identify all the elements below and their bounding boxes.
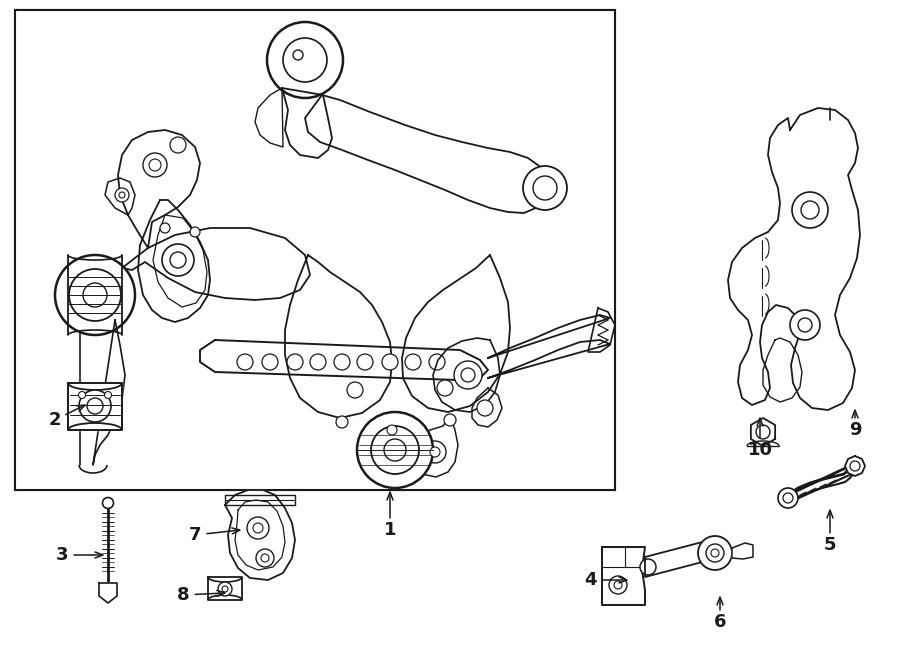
Circle shape [143, 153, 167, 177]
Circle shape [640, 559, 656, 575]
Circle shape [310, 354, 326, 370]
Polygon shape [602, 547, 645, 605]
Circle shape [262, 354, 278, 370]
Circle shape [798, 318, 812, 332]
Circle shape [706, 544, 724, 562]
Polygon shape [472, 388, 502, 427]
Circle shape [237, 354, 253, 370]
Circle shape [405, 354, 421, 370]
Circle shape [533, 176, 557, 200]
Polygon shape [728, 108, 860, 410]
Circle shape [283, 38, 327, 82]
Circle shape [444, 414, 456, 426]
Circle shape [850, 461, 860, 471]
Circle shape [437, 380, 453, 396]
Circle shape [160, 223, 170, 233]
Circle shape [357, 412, 433, 488]
Circle shape [609, 576, 627, 594]
Polygon shape [645, 540, 710, 577]
Circle shape [222, 586, 228, 592]
Circle shape [170, 137, 186, 153]
Circle shape [87, 398, 103, 414]
Circle shape [261, 554, 269, 562]
Circle shape [424, 441, 446, 463]
Text: 4: 4 [584, 571, 596, 589]
Circle shape [454, 361, 482, 389]
Circle shape [477, 400, 493, 416]
Polygon shape [138, 200, 210, 322]
Text: 7: 7 [189, 526, 202, 544]
Circle shape [387, 425, 397, 435]
Polygon shape [105, 178, 135, 215]
Polygon shape [118, 130, 200, 248]
Circle shape [429, 354, 445, 370]
Circle shape [461, 368, 475, 382]
Text: 10: 10 [748, 441, 772, 459]
Circle shape [698, 536, 732, 570]
Circle shape [256, 549, 274, 567]
Polygon shape [282, 88, 332, 158]
Circle shape [115, 188, 129, 202]
Polygon shape [99, 583, 117, 603]
Polygon shape [208, 577, 242, 600]
Polygon shape [225, 490, 295, 580]
Circle shape [267, 22, 343, 98]
Circle shape [756, 425, 770, 439]
Circle shape [614, 581, 622, 589]
Circle shape [783, 493, 793, 503]
Circle shape [334, 354, 350, 370]
Circle shape [190, 227, 200, 237]
Polygon shape [751, 418, 775, 446]
Circle shape [218, 582, 232, 596]
Polygon shape [200, 340, 488, 380]
Circle shape [287, 354, 303, 370]
Circle shape [430, 447, 440, 457]
Circle shape [293, 50, 303, 60]
Polygon shape [305, 95, 550, 213]
Bar [15, 10, 615, 490]
Text: 6: 6 [714, 613, 726, 631]
Circle shape [78, 391, 86, 399]
Circle shape [778, 488, 798, 508]
Circle shape [790, 310, 820, 340]
Circle shape [382, 354, 398, 370]
Circle shape [711, 549, 719, 557]
Circle shape [119, 192, 125, 198]
Circle shape [801, 201, 819, 219]
Circle shape [79, 390, 111, 422]
Circle shape [384, 439, 406, 461]
Circle shape [336, 416, 348, 428]
Text: 2: 2 [49, 411, 61, 429]
Text: 3: 3 [56, 546, 68, 564]
Circle shape [253, 523, 263, 533]
Polygon shape [845, 456, 865, 476]
Circle shape [523, 166, 567, 210]
Text: 9: 9 [849, 421, 861, 439]
Circle shape [347, 382, 363, 398]
Circle shape [83, 283, 107, 307]
Circle shape [104, 391, 112, 399]
Polygon shape [68, 383, 122, 430]
Bar [15, 10, 615, 490]
Circle shape [247, 517, 269, 539]
Circle shape [371, 426, 419, 474]
Circle shape [69, 269, 121, 321]
Circle shape [792, 192, 828, 228]
Text: 5: 5 [824, 536, 836, 554]
Circle shape [170, 252, 186, 268]
Circle shape [149, 159, 161, 171]
Polygon shape [413, 415, 458, 477]
Text: 8: 8 [176, 586, 189, 604]
Circle shape [55, 255, 135, 335]
Polygon shape [122, 228, 310, 300]
Circle shape [103, 498, 113, 508]
Circle shape [357, 354, 373, 370]
Circle shape [162, 244, 194, 276]
Polygon shape [732, 543, 753, 559]
Polygon shape [402, 255, 510, 412]
Polygon shape [433, 338, 500, 412]
Text: 1: 1 [383, 521, 396, 539]
Polygon shape [285, 255, 392, 418]
